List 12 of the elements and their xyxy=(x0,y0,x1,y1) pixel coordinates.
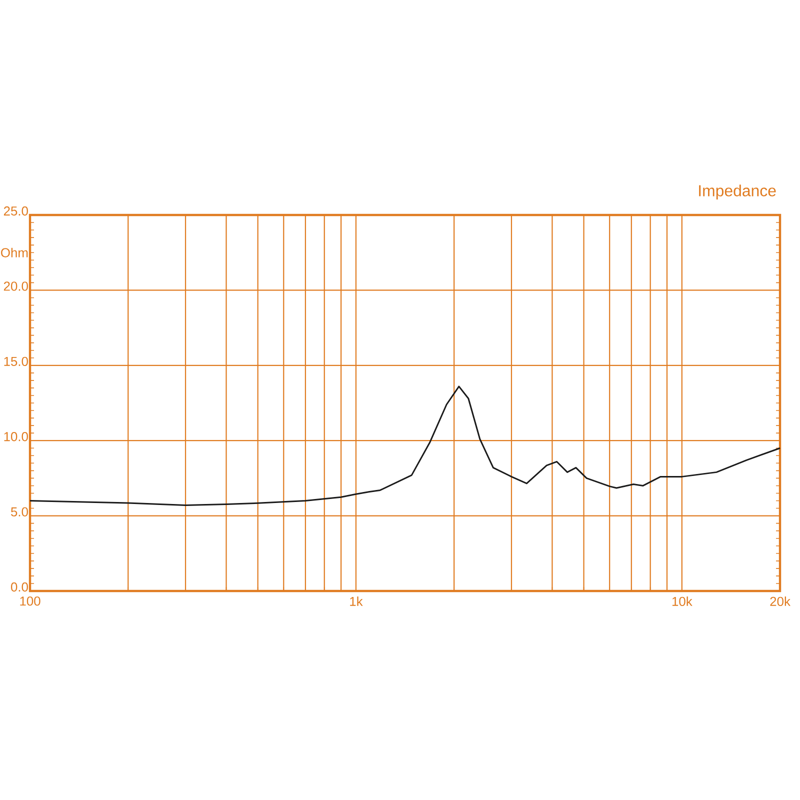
y-tick-label: 25.0 xyxy=(4,206,28,216)
y-tick-label: 5.0 xyxy=(10,507,28,516)
y-axis-title: Ohm xyxy=(1,248,28,258)
chart-title: Impedance xyxy=(699,184,776,200)
y-tick-label: 20.0 xyxy=(4,282,28,291)
x-tick-label: 1k xyxy=(350,596,363,606)
x-tick-label: 100 xyxy=(20,596,40,606)
y-tick-label: 10.0 xyxy=(4,432,28,442)
x-tick-label: 20k xyxy=(770,596,790,606)
y-tick-label: 0.0 xyxy=(10,582,28,592)
y-tick-label: 15.0 xyxy=(4,356,28,366)
x-tick-label: 10k xyxy=(672,596,692,606)
